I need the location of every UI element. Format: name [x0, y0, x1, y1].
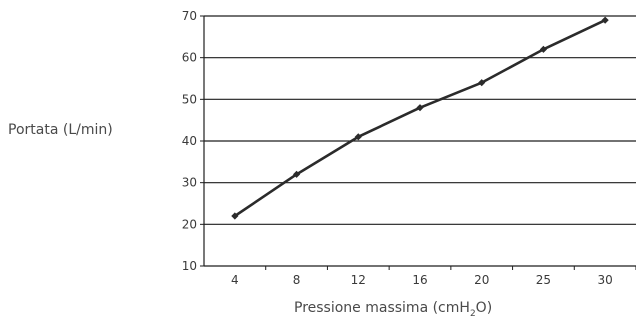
data-point: [231, 212, 239, 220]
x-tick-label: 30: [598, 273, 613, 287]
data-point: [416, 104, 424, 112]
x-tick-label: 25: [536, 273, 551, 287]
series: [231, 16, 609, 220]
x-tick-label: 20: [474, 273, 489, 287]
x-tick-label: 4: [231, 273, 239, 287]
x-tick-label: 12: [351, 273, 366, 287]
x-tick-labels: 4 8 12 16 20 25 30: [231, 273, 613, 287]
x-axis-title: Pressione massima (cmH2O): [294, 300, 492, 319]
y-tick-label: 70: [182, 9, 197, 23]
y-tick-label: 20: [182, 217, 197, 231]
y-axis-title: Portata (L/min): [8, 122, 113, 138]
data-point: [601, 16, 609, 24]
data-point: [292, 170, 301, 178]
x-axis-title-end: O): [476, 300, 492, 316]
data-point: [478, 79, 486, 87]
y-tick-label: 30: [182, 176, 197, 190]
y-tick-label: 50: [182, 92, 197, 106]
x-axis-title-subscript: 2: [470, 309, 476, 319]
series-line: [233, 18, 607, 218]
y-tick-label: 60: [182, 51, 197, 65]
y-tick-labels: 10 20 30 40 50 60 70: [182, 9, 197, 273]
y-tick-label: 10: [182, 259, 197, 273]
y-tick-label: 40: [182, 134, 197, 148]
x-tick-label: 8: [293, 273, 301, 287]
data-point: [539, 45, 548, 53]
data-point: [354, 133, 362, 141]
x-tick-label: 16: [412, 273, 427, 287]
gridlines: [204, 15, 636, 225]
x-axis-title-main: Pressione massima (cmH: [294, 300, 470, 316]
axes: [200, 15, 636, 270]
